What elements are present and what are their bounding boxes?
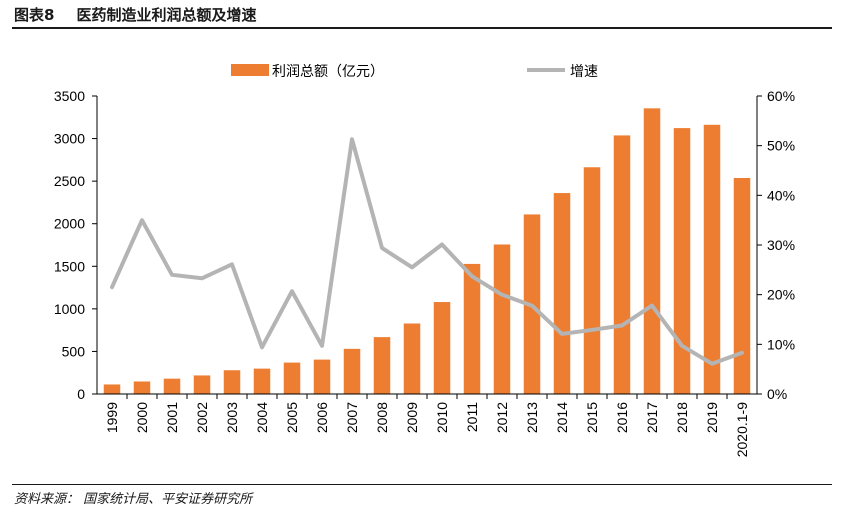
legend-swatch-profit [231,64,269,76]
left-tick-label: 3500 [54,88,85,104]
chart-header: 图表8 医药制造业利润总额及增速 [14,4,256,25]
bar-2015 [583,167,601,394]
top-rule [12,27,832,29]
bar-2000 [133,381,151,394]
bar-2005 [283,362,301,394]
x-tick-label: 2011 [464,402,480,432]
x-tick-label: 2014 [554,402,570,433]
right-tick-label: 60% [767,88,795,104]
left-tick-label: 1500 [54,258,85,274]
x-tick-label: 2009 [404,402,420,433]
chart-title: 医药制造业利润总额及增速 [76,6,257,24]
bar-2001 [163,378,181,394]
bar-1999 [103,384,121,394]
right-tick-label: 0% [767,386,787,402]
x-tick-label: 2000 [134,402,150,433]
left-tick-label: 0 [77,386,85,402]
bar-2010 [433,302,451,394]
x-tick-label: 2008 [374,402,390,433]
bar-2004 [253,368,271,394]
bottom-rule [12,484,832,485]
right-tick-label: 30% [767,237,795,253]
bar-2008 [373,337,391,394]
source-note: 资料来源： 国家统计局、平安证券研究所 [14,492,253,507]
x-tick-label: 2005 [284,402,300,433]
x-tick-label: 2017 [644,402,660,433]
x-tick-label: 2010 [434,402,450,433]
x-tick-label: 2002 [194,402,210,433]
left-tick-label: 2500 [54,173,85,189]
x-tick-label: 2013 [524,402,540,433]
right-tick-label: 10% [767,336,795,352]
x-tick-label: 2015 [584,402,600,433]
bar-2018 [673,128,691,394]
bar-2002 [193,375,211,394]
x-tick-label: 2001 [164,402,180,433]
x-tick-label: 2004 [254,402,270,433]
left-tick-label: 1000 [54,301,85,317]
x-tick-label: 1999 [104,402,120,433]
bar-2017 [643,108,661,395]
x-tick-label: 2019 [704,402,720,433]
legend-label-growth: 增速 [570,63,598,79]
bar-2006 [313,359,331,394]
left-tick-label: 3000 [54,131,85,147]
x-tick-label: 2007 [344,402,360,433]
x-tick-label: 2006 [314,402,330,433]
x-tick-label: 2016 [614,402,630,433]
left-tick-label: 500 [62,343,86,359]
x-tick-label: 2018 [674,402,690,433]
right-tick-label: 40% [767,187,795,203]
right-tick-label: 50% [767,138,795,154]
bar-2016 [613,135,631,394]
bar-2003 [223,370,241,394]
left-tick-label: 2000 [54,216,85,232]
bar-2007 [343,348,361,394]
x-tick-label: 2012 [494,402,510,433]
bar-2012 [493,244,511,394]
bar-2019 [703,124,721,394]
bar-2009 [403,323,421,394]
bar-2020.1-9 [733,177,751,394]
bar-2011 [463,263,481,394]
figure-number: 图表8 [14,6,55,24]
x-tick-label: 2003 [224,402,240,433]
legend-label-profit: 利润总额（亿元） [272,63,384,79]
right-tick-label: 20% [767,287,795,303]
x-tick-label: 2020.1-9 [734,402,750,457]
bar-2014 [553,193,571,394]
growth-line [110,137,744,366]
